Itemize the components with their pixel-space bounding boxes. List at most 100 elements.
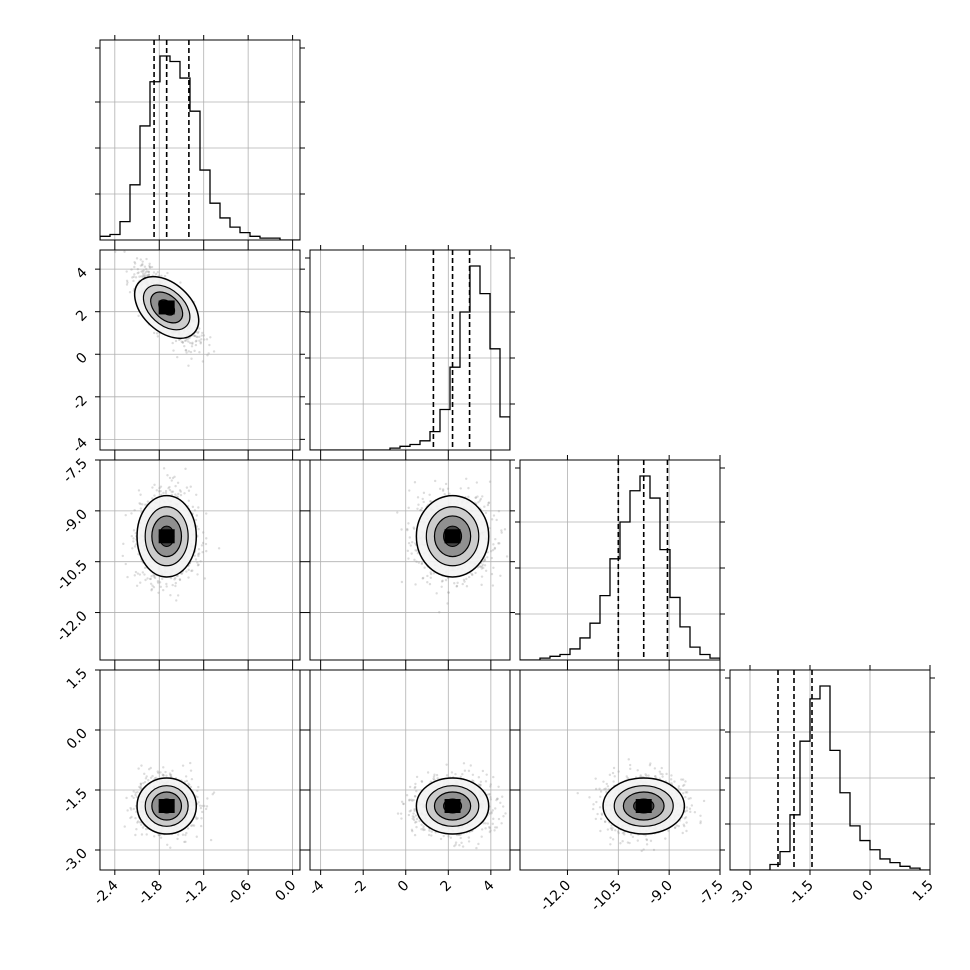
sample-point [465,477,468,481]
density-peak [158,799,175,813]
histogram-line [520,475,720,660]
sample-point [480,575,484,578]
sample-point [474,571,477,575]
sample-point [164,491,168,495]
sample-point [192,824,196,827]
sample-point [128,291,132,294]
sample-point [491,584,495,587]
sample-point [494,807,497,810]
sample-point [125,279,129,282]
sample-point [139,502,142,506]
sample-point [203,804,206,808]
y-tick-label: -12.0 [54,608,91,645]
sample-point [447,591,450,594]
sample-point [184,349,187,352]
sample-point [438,487,442,491]
sample-point [400,817,403,820]
sample-point [461,582,464,586]
panel-frame [309,249,511,451]
sample-point [212,791,216,794]
sample-point [432,572,436,575]
sample-point [441,579,444,583]
sample-point [162,467,166,470]
sample-point [139,786,142,790]
sample-point [159,585,162,589]
sample-point [194,518,198,522]
sample-point [474,496,478,499]
sample-point [156,270,160,274]
sample-point [160,274,163,278]
sample-point [163,274,167,278]
sample-point [455,584,459,588]
sample-point [145,267,148,271]
sample-point [478,565,481,568]
sample-point [155,332,159,335]
sample-point [134,816,137,820]
histogram-panel-2 [515,455,725,665]
sample-point [491,822,494,826]
sample-point [503,528,507,531]
sample-point [416,507,419,510]
sample-point [209,838,213,842]
sample-point [196,564,200,567]
sample-point [478,499,482,502]
sample-point [199,824,203,828]
y-tick-label: -10.5 [54,557,91,594]
sample-point [131,276,134,279]
sample-point [190,345,194,348]
sample-point [139,507,143,510]
sample-point [139,782,142,786]
sample-point [153,835,156,838]
sample-point [158,486,161,490]
sample-point [412,526,415,529]
sample-point [139,493,142,496]
sample-point [169,773,173,777]
sample-point [489,549,493,553]
y-tick-label: -1.5 [60,786,91,817]
sample-point [158,833,162,837]
sample-point [197,554,200,558]
sample-point [194,340,198,343]
sample-point [141,260,144,263]
sample-point [147,768,151,771]
sample-point [201,550,204,554]
sample-point [144,827,148,831]
sample-point [407,557,410,560]
sample-point [206,797,209,800]
sample-point [135,795,138,799]
sample-point [428,829,431,832]
sample-point [415,817,419,821]
sample-point [143,566,147,570]
sample-point [470,572,474,576]
sample-point [150,575,153,578]
sample-point [430,830,433,833]
sample-point [493,547,496,551]
sample-point [171,476,175,480]
sample-point [176,594,180,597]
sample-point [201,810,204,814]
sample-point [495,518,498,522]
sample-point [426,581,429,584]
sample-point [445,774,449,777]
sample-point [463,769,467,772]
sample-point [161,773,164,776]
sample-point [161,588,165,592]
sample-point [149,577,152,581]
sample-point [143,573,146,576]
sample-point [133,273,136,276]
sample-point [207,352,210,355]
sample-point [467,486,470,490]
sample-point [471,573,474,577]
sample-point [505,555,509,558]
scatter-panel-3-1 [305,665,515,875]
sample-point [407,506,410,510]
sample-point [411,829,414,833]
sample-point [141,274,145,277]
sample-point [482,822,485,825]
sample-point [211,793,214,796]
sample-point [185,570,188,573]
sample-point [487,501,491,504]
sample-point [453,582,456,585]
sample-point [410,541,414,544]
sample-point [407,541,411,545]
